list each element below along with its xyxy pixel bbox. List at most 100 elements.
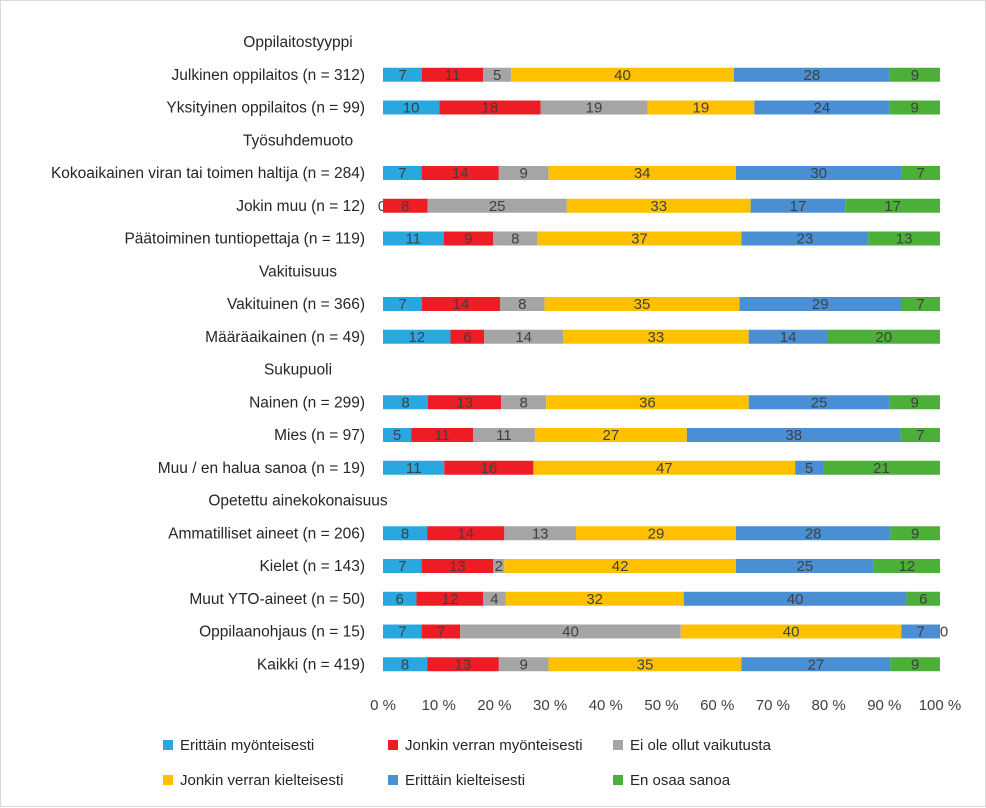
bar-segment bbox=[576, 526, 736, 541]
x-tick-label: 80 % bbox=[811, 697, 845, 714]
legend-swatch bbox=[613, 775, 623, 785]
bar-segment bbox=[540, 100, 648, 115]
bar-segment bbox=[533, 460, 796, 475]
bar-segment bbox=[416, 591, 484, 606]
x-tick-label: 30 % bbox=[533, 697, 567, 714]
bar-segment bbox=[504, 526, 577, 541]
data-label: 33 bbox=[648, 329, 665, 346]
data-label: 7 bbox=[916, 427, 924, 444]
bar-segment bbox=[383, 657, 428, 672]
bar-segment bbox=[383, 198, 428, 213]
legend-swatch bbox=[163, 775, 173, 785]
data-label: 5 bbox=[393, 427, 401, 444]
data-label: 8 bbox=[519, 394, 527, 411]
category-label: Oppilaanohjaus (n = 15) bbox=[199, 624, 365, 641]
data-label: 32 bbox=[586, 591, 603, 608]
bar-segment bbox=[735, 559, 874, 573]
data-label: 20 bbox=[875, 329, 892, 346]
data-label: 0 bbox=[940, 624, 948, 641]
bar-segment bbox=[686, 428, 901, 442]
legend-swatch bbox=[613, 740, 623, 750]
data-label: 21 bbox=[873, 460, 890, 477]
category-label: Ammatilliset aineet (n = 206) bbox=[168, 525, 365, 542]
bar-segment bbox=[421, 166, 499, 180]
data-label: 7 bbox=[917, 624, 925, 641]
data-label: 7 bbox=[917, 165, 925, 182]
bar-segment bbox=[383, 395, 429, 410]
data-label: 11 bbox=[434, 427, 450, 444]
bar-segment bbox=[890, 657, 940, 672]
group-label: Sukupuoli bbox=[264, 362, 332, 379]
bar-segment bbox=[383, 231, 444, 246]
bar-segment bbox=[845, 198, 940, 213]
data-label: 17 bbox=[790, 198, 807, 215]
category-label: Määräaikainen (n = 49) bbox=[205, 329, 365, 346]
bar-segment bbox=[504, 559, 736, 573]
bar-segment bbox=[484, 329, 564, 344]
bar-segment bbox=[900, 428, 940, 442]
data-label: 47 bbox=[656, 460, 673, 477]
data-label: 6 bbox=[396, 591, 404, 608]
data-label: 40 bbox=[787, 591, 804, 608]
data-label: 25 bbox=[797, 558, 814, 575]
data-label: 0 bbox=[378, 198, 386, 215]
bar-segment bbox=[427, 657, 499, 672]
bar-segment bbox=[444, 460, 534, 475]
x-tick-label: 20 % bbox=[477, 697, 511, 714]
x-tick-label: 0 % bbox=[370, 697, 396, 714]
bar-segment bbox=[493, 231, 538, 246]
data-label: 7 bbox=[916, 296, 924, 313]
bar-segment bbox=[544, 297, 740, 311]
bar-segment bbox=[383, 460, 445, 475]
data-label: 36 bbox=[639, 394, 656, 411]
bar-segment bbox=[428, 395, 502, 410]
data-label: 14 bbox=[780, 329, 797, 346]
bar-segment bbox=[383, 526, 428, 541]
group-label: Oppilaitostyyppi bbox=[243, 34, 352, 51]
data-label: 9 bbox=[911, 67, 919, 84]
bar-segment bbox=[460, 624, 681, 639]
data-label: 11 bbox=[445, 67, 461, 84]
legend-swatch bbox=[388, 740, 398, 750]
bar-segment bbox=[546, 395, 749, 410]
data-label: 19 bbox=[586, 100, 603, 117]
category-label: Muu / en halua sanoa (n = 19) bbox=[158, 460, 365, 477]
data-label: 24 bbox=[814, 100, 831, 117]
bar-segment bbox=[748, 395, 890, 410]
bar-segment bbox=[741, 231, 869, 246]
bar-segment bbox=[383, 67, 422, 82]
bar-segment bbox=[537, 231, 742, 246]
data-label: 25 bbox=[489, 198, 506, 215]
bar-segment bbox=[901, 166, 940, 180]
x-tick-label: 100 % bbox=[919, 697, 962, 714]
x-tick-label: 60 % bbox=[700, 697, 734, 714]
bar-segment bbox=[566, 198, 751, 213]
bar-segment bbox=[498, 166, 549, 180]
legend-item: Ei ole ollut vaikutusta bbox=[630, 737, 772, 754]
data-label: 27 bbox=[603, 427, 620, 444]
bar-segment bbox=[739, 297, 902, 311]
data-label: 5 bbox=[805, 460, 813, 477]
data-label: 8 bbox=[401, 394, 409, 411]
bar-segment bbox=[421, 559, 494, 573]
data-label: 25 bbox=[811, 394, 828, 411]
data-label: 13 bbox=[532, 525, 549, 542]
data-label: 14 bbox=[515, 329, 532, 346]
bar-segment bbox=[823, 460, 940, 475]
bar-segment bbox=[748, 329, 828, 344]
legend-item: Jonkin verran myönteisesti bbox=[405, 737, 583, 754]
legend-item: Erittäin myönteisesti bbox=[180, 737, 314, 754]
data-label: 29 bbox=[812, 296, 829, 313]
data-label: 18 bbox=[482, 100, 499, 117]
bar-segment bbox=[683, 591, 907, 606]
bar-segment bbox=[483, 591, 506, 606]
data-label: 11 bbox=[406, 231, 422, 248]
bar-segment bbox=[534, 428, 687, 442]
bar-segment bbox=[427, 198, 567, 213]
data-label: 33 bbox=[650, 198, 667, 215]
bar-segment bbox=[733, 67, 890, 82]
legend-swatch bbox=[163, 740, 173, 750]
bar-segment bbox=[548, 657, 742, 672]
data-label: 29 bbox=[648, 525, 665, 542]
group-label: Opetettu ainekokonaisuus bbox=[208, 493, 387, 510]
